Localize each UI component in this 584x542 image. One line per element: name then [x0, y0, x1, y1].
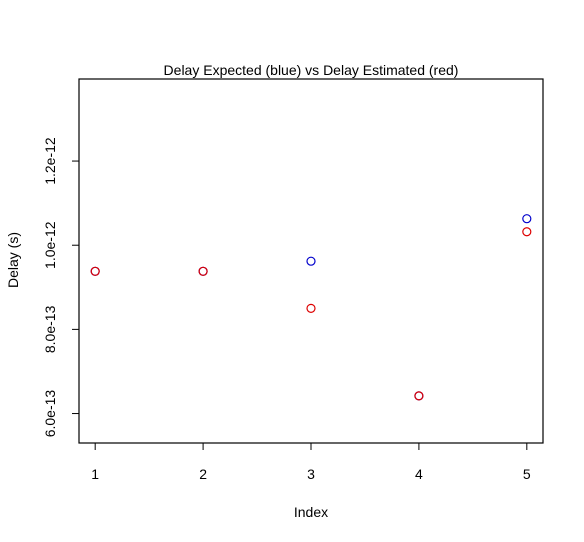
x-axis: 1 2 3 4 5: [91, 443, 531, 482]
series-2-point: [414, 391, 424, 401]
series-1-point: [306, 256, 316, 266]
y-tick-label: 1.2e-12: [42, 137, 58, 185]
series-1-point: [522, 214, 532, 224]
series-2-point: [306, 303, 316, 313]
y-axis: 6.0e-13 8.0e-13 1.0e-12 1.2e-12: [42, 137, 79, 437]
x-tick-label: 5: [523, 466, 531, 482]
series-points: [90, 214, 532, 401]
y-tick-label: 1.0e-12: [42, 221, 58, 269]
series-2-point: [90, 266, 100, 276]
series-2-point: [522, 227, 532, 237]
chart-title: Delay Expected (blue) vs Delay Estimated…: [164, 62, 459, 78]
x-tick-label: 3: [307, 466, 315, 482]
x-axis-label: Index: [294, 504, 328, 520]
y-tick-label: 8.0e-13: [42, 305, 58, 353]
y-tick-label: 6.0e-13: [42, 390, 58, 438]
x-tick-label: 4: [415, 466, 423, 482]
x-tick-label: 2: [199, 466, 207, 482]
series-2-point: [198, 266, 208, 276]
y-axis-label: Delay (s): [5, 232, 21, 288]
x-tick-label: 1: [91, 466, 99, 482]
